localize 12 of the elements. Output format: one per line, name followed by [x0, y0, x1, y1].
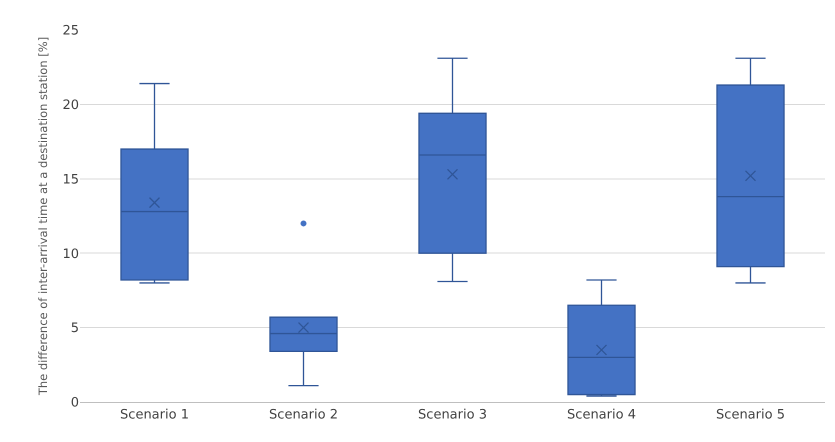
- y-tick-label: 25: [62, 24, 79, 39]
- y-tick-label: 20: [62, 98, 79, 113]
- x-tick-label: Scenario 1: [120, 408, 189, 423]
- x-tick-label: Scenario 5: [716, 408, 785, 423]
- y-tick-label: 15: [62, 172, 79, 188]
- y-tick-label: 5: [70, 321, 79, 336]
- x-tick-label: Scenario 3: [418, 408, 487, 423]
- x-tick-label: Scenario 2: [269, 408, 338, 423]
- y-tick-label: 10: [62, 246, 79, 262]
- x-tick-label: Scenario 4: [567, 408, 636, 423]
- y-axis-title: The difference of inter-arrival time at a destination station [%]: [36, 36, 50, 396]
- y-tick-label: 0: [70, 396, 79, 411]
